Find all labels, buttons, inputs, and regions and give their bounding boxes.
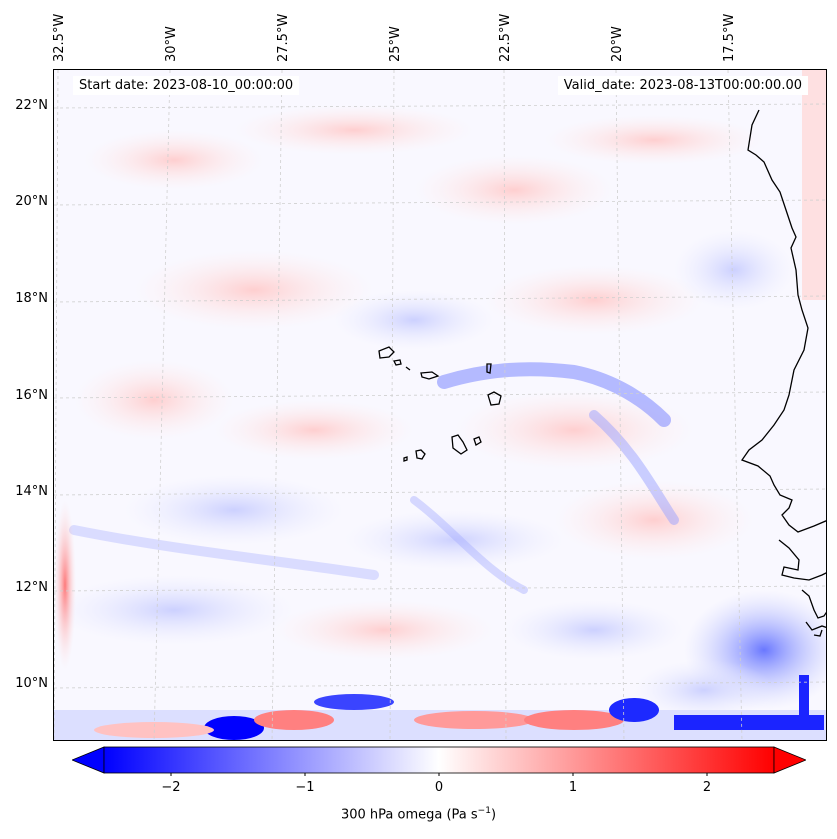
omega-field-map <box>54 70 826 740</box>
colorbar-gradient <box>103 746 775 774</box>
colorbar-tick-label: −2 <box>161 780 181 795</box>
right-edge-strip <box>802 70 826 300</box>
lon-label: 20°W <box>610 26 625 62</box>
lon-label: 25°W <box>388 26 403 62</box>
subsidence-band <box>69 362 679 594</box>
lat-label: 12°N <box>15 580 48 595</box>
lon-label: 22.5°W <box>498 13 513 62</box>
weak-field-pattern <box>54 105 794 660</box>
lon-label: 30°W <box>164 26 179 62</box>
lon-label: 32.5°W <box>52 13 67 62</box>
cape-verde-islands <box>378 346 502 462</box>
graticule <box>54 70 826 740</box>
colorbar-ticks <box>170 773 708 776</box>
start-date-label: Start date: 2023-08-10_00:00:00 <box>73 76 300 95</box>
latitude-labels: 22°N 20°N 18°N 16°N 14°N 12°N 10°N <box>0 0 48 839</box>
colorbar-tick-label: 0 <box>434 780 444 795</box>
lon-label: 17.5°W <box>722 13 737 62</box>
colorbar-tick-label: −1 <box>295 780 315 795</box>
lat-label: 20°N <box>15 194 48 209</box>
colorbar-title: 300 hPa omega (Pa s−1) <box>0 806 837 822</box>
african-coastline <box>740 109 826 637</box>
map-panel <box>53 69 827 741</box>
colorbar-title-close: ) <box>490 807 497 823</box>
colorbar-tick-label: 1 <box>568 780 578 795</box>
colorbar-max-extend <box>773 746 806 774</box>
lat-label: 10°N <box>15 676 48 691</box>
left-edge-ascent <box>54 500 76 670</box>
colorbar-min-extend <box>72 746 105 774</box>
colorbar-title-main: 300 hPa omega (Pa s <box>340 807 478 823</box>
lat-label: 22°N <box>15 98 48 113</box>
southern-boundary-strip <box>54 675 826 740</box>
lon-label: 27.5°W <box>276 13 291 62</box>
lat-label: 16°N <box>15 388 48 403</box>
colorbar-tick-label: 2 <box>702 780 712 795</box>
lat-label: 14°N <box>15 484 48 499</box>
colorbar <box>72 746 806 776</box>
lat-label: 18°N <box>15 291 48 306</box>
colorbar-title-exponent: −1 <box>477 806 491 816</box>
valid-date-label: Valid_date: 2023-08-13T00:00:00.00 <box>557 76 808 95</box>
